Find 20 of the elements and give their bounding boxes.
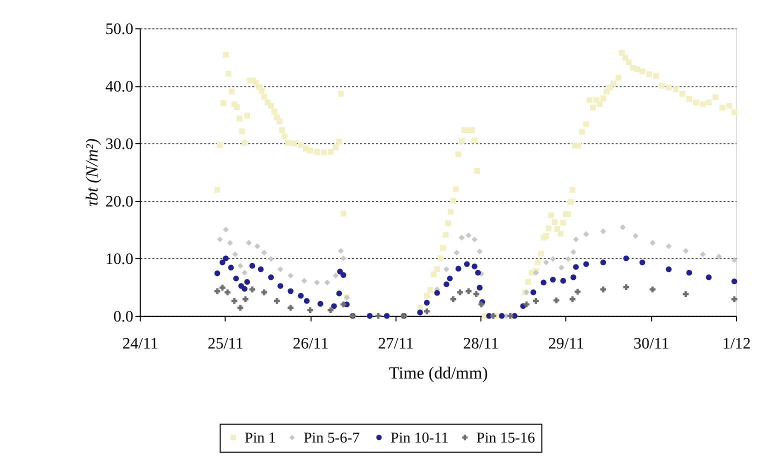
x-tick-label: 28/11 bbox=[463, 335, 499, 352]
x-tick-label: 24/11 bbox=[122, 335, 158, 352]
y-tick-label: 30.0 bbox=[105, 136, 134, 153]
y-tick-label: 40.0 bbox=[105, 78, 134, 96]
y-axis-title: τbt (N/m²) bbox=[82, 138, 102, 207]
legend-label: Pin 5-6-7 bbox=[304, 430, 360, 446]
x-axis-title: Time (dd/mm) bbox=[389, 363, 488, 382]
y-tick-label: 50.0 bbox=[105, 20, 134, 38]
x-tick-label: 25/11 bbox=[208, 335, 244, 352]
x-tick-label: 1/12 bbox=[722, 335, 751, 352]
legend-label: Pin 15-16 bbox=[476, 430, 536, 446]
x-tick-label: 27/11 bbox=[378, 335, 414, 352]
x-tick-label: 26/11 bbox=[292, 335, 329, 352]
legend-label: Pin 10-11 bbox=[390, 430, 449, 446]
x-tick-label: 29/11 bbox=[548, 335, 584, 352]
legend-label: Pin 1 bbox=[244, 430, 276, 446]
y-tick-label: 0.0 bbox=[113, 308, 134, 326]
y-tick-label: 20.0 bbox=[105, 193, 134, 210]
y-tick-label: 10.0 bbox=[105, 250, 134, 268]
x-tick-label: 30/11 bbox=[633, 335, 670, 352]
